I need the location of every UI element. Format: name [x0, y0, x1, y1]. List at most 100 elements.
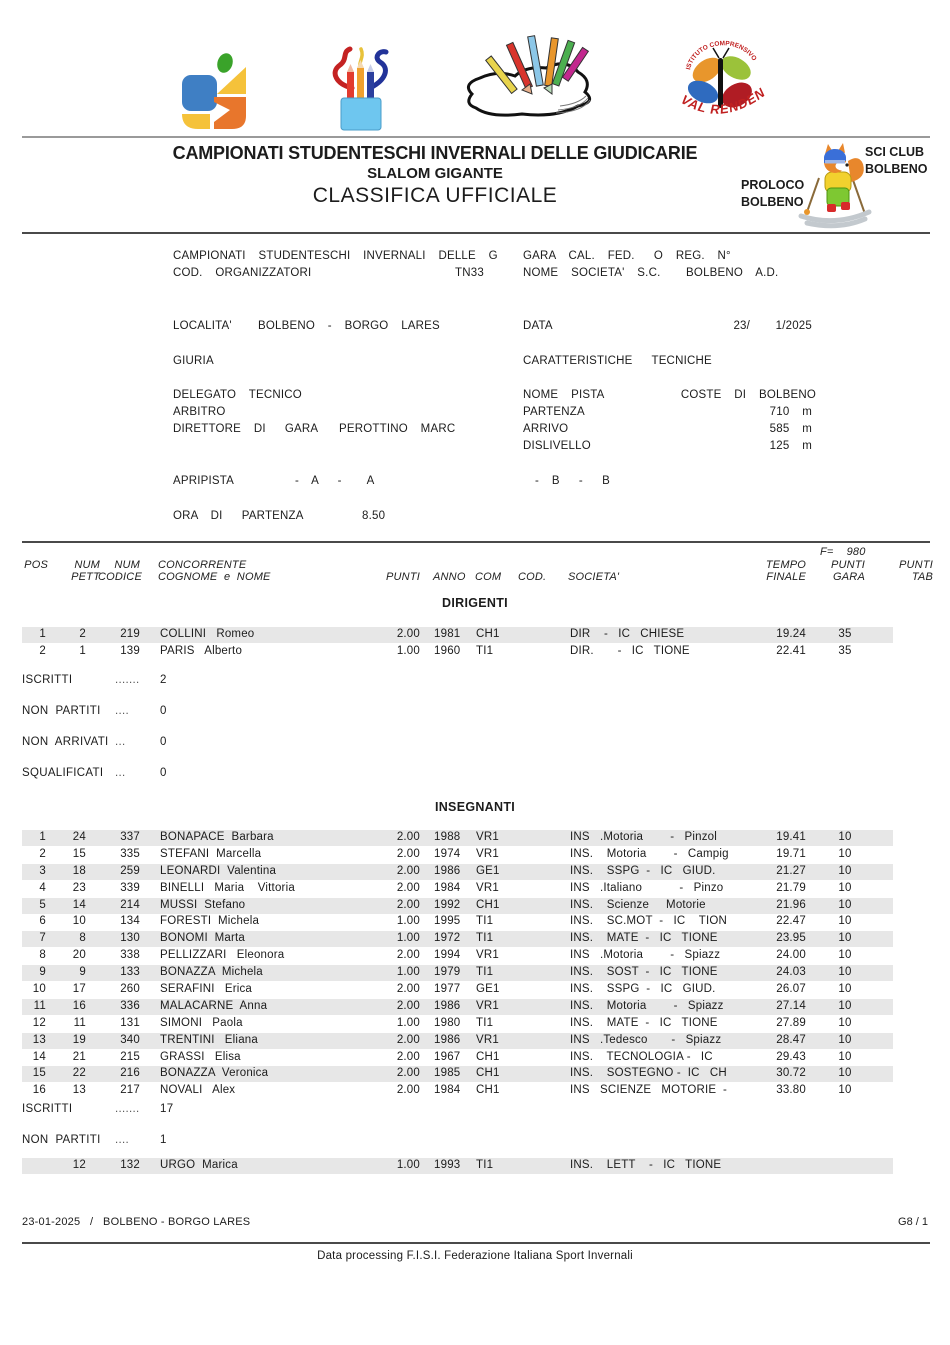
- cell-com: TI1: [476, 915, 494, 928]
- cell-pos: 1: [39, 831, 46, 843]
- cell-pos: 14: [32, 1050, 46, 1063]
- table-row: 14 21 215 GRASSI Elisa 2.00 1967 CH1 INS. TECNO…: [0, 1050, 950, 1067]
- cell-anno: 1986: [434, 1033, 461, 1046]
- cell-gara: 10: [838, 898, 852, 911]
- cell-com: GE1: [476, 864, 500, 877]
- cell-societa: INS. SC.MOT - IC TION: [570, 915, 728, 928]
- col-header-num: NUM: [74, 559, 100, 571]
- cell-com: VR1: [476, 831, 499, 843]
- cell-pett: 21: [72, 1050, 86, 1063]
- direttore-gara-label: DIRETTORE DI GARA: [173, 423, 319, 435]
- stat-non-arrivati: NON ARRIVATI ... 0: [0, 736, 500, 750]
- cell-punti: 2.00: [396, 1050, 420, 1063]
- table-row: 4 23 339 BINELLI Maria Vittoria 2.00 1984 VR1 I…: [0, 881, 950, 898]
- stat-label: NON PARTITI: [22, 705, 101, 717]
- nome-pista-label: NOME PISTA: [523, 389, 605, 401]
- col-header-gara: GARA: [833, 571, 865, 583]
- cell-nome: SERAFINI Erica: [160, 983, 253, 996]
- cell-pett: 14: [72, 898, 86, 911]
- cell-nome: BONAZZA Veronica: [160, 1067, 269, 1080]
- cell-punti: 1.00: [396, 915, 420, 928]
- cell-nome: BINELLI Maria Vittoria: [160, 881, 295, 894]
- cell-nome: PELLIZZARI Eleonora: [160, 949, 285, 962]
- cod-organizzatori-label: COD. ORGANIZZATORI: [173, 267, 312, 279]
- table-row: 6 10 134 FORESTI Michela 1.00 1995 TI1 INS. SC.…: [0, 914, 950, 931]
- cell-gara: 10: [838, 983, 852, 996]
- cell-codice: 259: [120, 864, 140, 877]
- stat-value: 1: [160, 1134, 167, 1146]
- giuria-label: GIURIA: [173, 355, 214, 367]
- table-row: 12 132 URGO Marica 1.00 1993 TI1 INS. LETT - I…: [0, 1158, 950, 1175]
- divider-table-top: [22, 541, 930, 543]
- cell-codice: 339: [120, 881, 140, 894]
- table-row: 13 19 340 TRENTINI Eliana 2.00 1986 VR1 INS .Te…: [0, 1032, 950, 1050]
- col-header-pos: POS: [24, 559, 48, 571]
- table-row: 5 14 214 MUSSI Stefano 2.00 1992 CH1 INS. Scien…: [0, 897, 950, 915]
- cell-punti: 2.00: [396, 1067, 420, 1080]
- cell-codice: 216: [120, 1067, 140, 1080]
- nome-societa-line: NOME SOCIETA' S.C. BOLBENO A.D.: [523, 267, 779, 279]
- cell-com: VR1: [476, 847, 499, 860]
- cell-codice: 131: [120, 1016, 140, 1029]
- cell-com: VR1: [476, 999, 499, 1012]
- cell-pett: 20: [72, 949, 86, 962]
- table-row: 3 18 259 LEONARDI Valentina 2.00 1986 GE1 INS. …: [0, 863, 950, 881]
- cell-tempo: 24.00: [776, 949, 806, 962]
- cell-pos: 3: [39, 864, 46, 877]
- stat-squalificati: SQUALIFICATI ... 0: [0, 767, 500, 781]
- cell-anno: 1988: [434, 831, 461, 843]
- cell-pos: 6: [39, 915, 46, 928]
- cell-societa: INS .Motoria - Spiazz: [570, 949, 721, 962]
- cod-organizzatori-value: TN33: [455, 267, 484, 279]
- race-type-title: SLALOM GIGANTE: [367, 165, 503, 182]
- cell-gara: 10: [838, 949, 852, 962]
- apripista-b-value: - B - B: [535, 475, 610, 487]
- cell-punti: 2.00: [396, 999, 420, 1012]
- cell-nome: PARIS Alberto: [160, 644, 243, 657]
- cell-codice: 139: [120, 644, 140, 657]
- cell-codice: 134: [120, 915, 140, 928]
- col-header-punti-g: PUNTI: [831, 559, 865, 571]
- cell-punti: 1.00: [396, 1159, 420, 1171]
- stat-label: NON ARRIVATI: [22, 736, 109, 748]
- val-rendena-butterfly-logo-icon: ISTITUTO COMPRENSIVO VAL RENDENA: [670, 26, 767, 135]
- cell-anno: 1974: [434, 847, 461, 860]
- stat-value: 0: [160, 767, 167, 779]
- cell-com: CH1: [476, 1084, 500, 1097]
- cell-pett: 15: [72, 847, 86, 860]
- cell-pett: 18: [72, 864, 86, 877]
- table-row: 8 20 338 PELLIZZARI Eleonora 2.00 1994 VR1 INS …: [0, 948, 950, 965]
- cell-codice: 336: [120, 999, 140, 1012]
- cell-anno: 1977: [434, 983, 461, 996]
- cell-codice: 215: [120, 1050, 140, 1063]
- cell-societa: INS. MATE - IC TIONE: [570, 1016, 718, 1029]
- stat-iscritti-insegnanti: ISCRITTI ....... 17: [0, 1103, 500, 1117]
- table-row: 1 2 219 COLLINI Romeo 2.00 1981 CH1 DIR - IC CH…: [0, 627, 950, 644]
- stat-value: 2: [160, 674, 167, 686]
- cell-codice: 133: [120, 966, 140, 979]
- skiing-fox-logo-icon: [795, 140, 875, 235]
- cell-gara: 10: [838, 847, 852, 860]
- cell-tempo: 19.41: [776, 831, 806, 843]
- cell-pos: 16: [32, 1084, 46, 1097]
- insegnanti-rows: 1 24 337 BONAPACE Barbara 2.00 1988 VR1 INS .Mo…: [0, 830, 950, 1100]
- dirigenti-rows: 1 2 219 COLLINI Romeo 2.00 1981 CH1 DIR - IC CH…: [0, 627, 950, 661]
- cell-societa: INS. SSPG - IC GIUD.: [570, 864, 716, 877]
- cell-societa: DIR. - IC TIONE: [570, 644, 690, 657]
- cell-societa: DIR - IC CHIESE: [570, 628, 685, 640]
- cell-com: TI1: [476, 966, 494, 979]
- cell-pett: 1: [79, 644, 86, 657]
- cell-pett: 8: [79, 932, 86, 945]
- stat-value: 0: [160, 705, 167, 717]
- cell-anno: 1993: [434, 1159, 461, 1171]
- cell-tempo: 19.71: [776, 847, 806, 860]
- divider-top: [22, 136, 930, 138]
- cell-codice: 340: [120, 1033, 140, 1046]
- cell-anno: 1980: [434, 1016, 461, 1029]
- cell-societa: INS. Motoria - Spiazz: [570, 999, 724, 1012]
- cell-pos: 2: [39, 644, 46, 657]
- footer-data-processing: Data processing F.I.S.I. Federazione Ita…: [317, 1250, 633, 1262]
- cell-anno: 1986: [434, 864, 461, 877]
- section-title-insegnanti: INSEGNANTI: [434, 800, 516, 814]
- cell-nome: BONAZZA Michela: [160, 966, 263, 979]
